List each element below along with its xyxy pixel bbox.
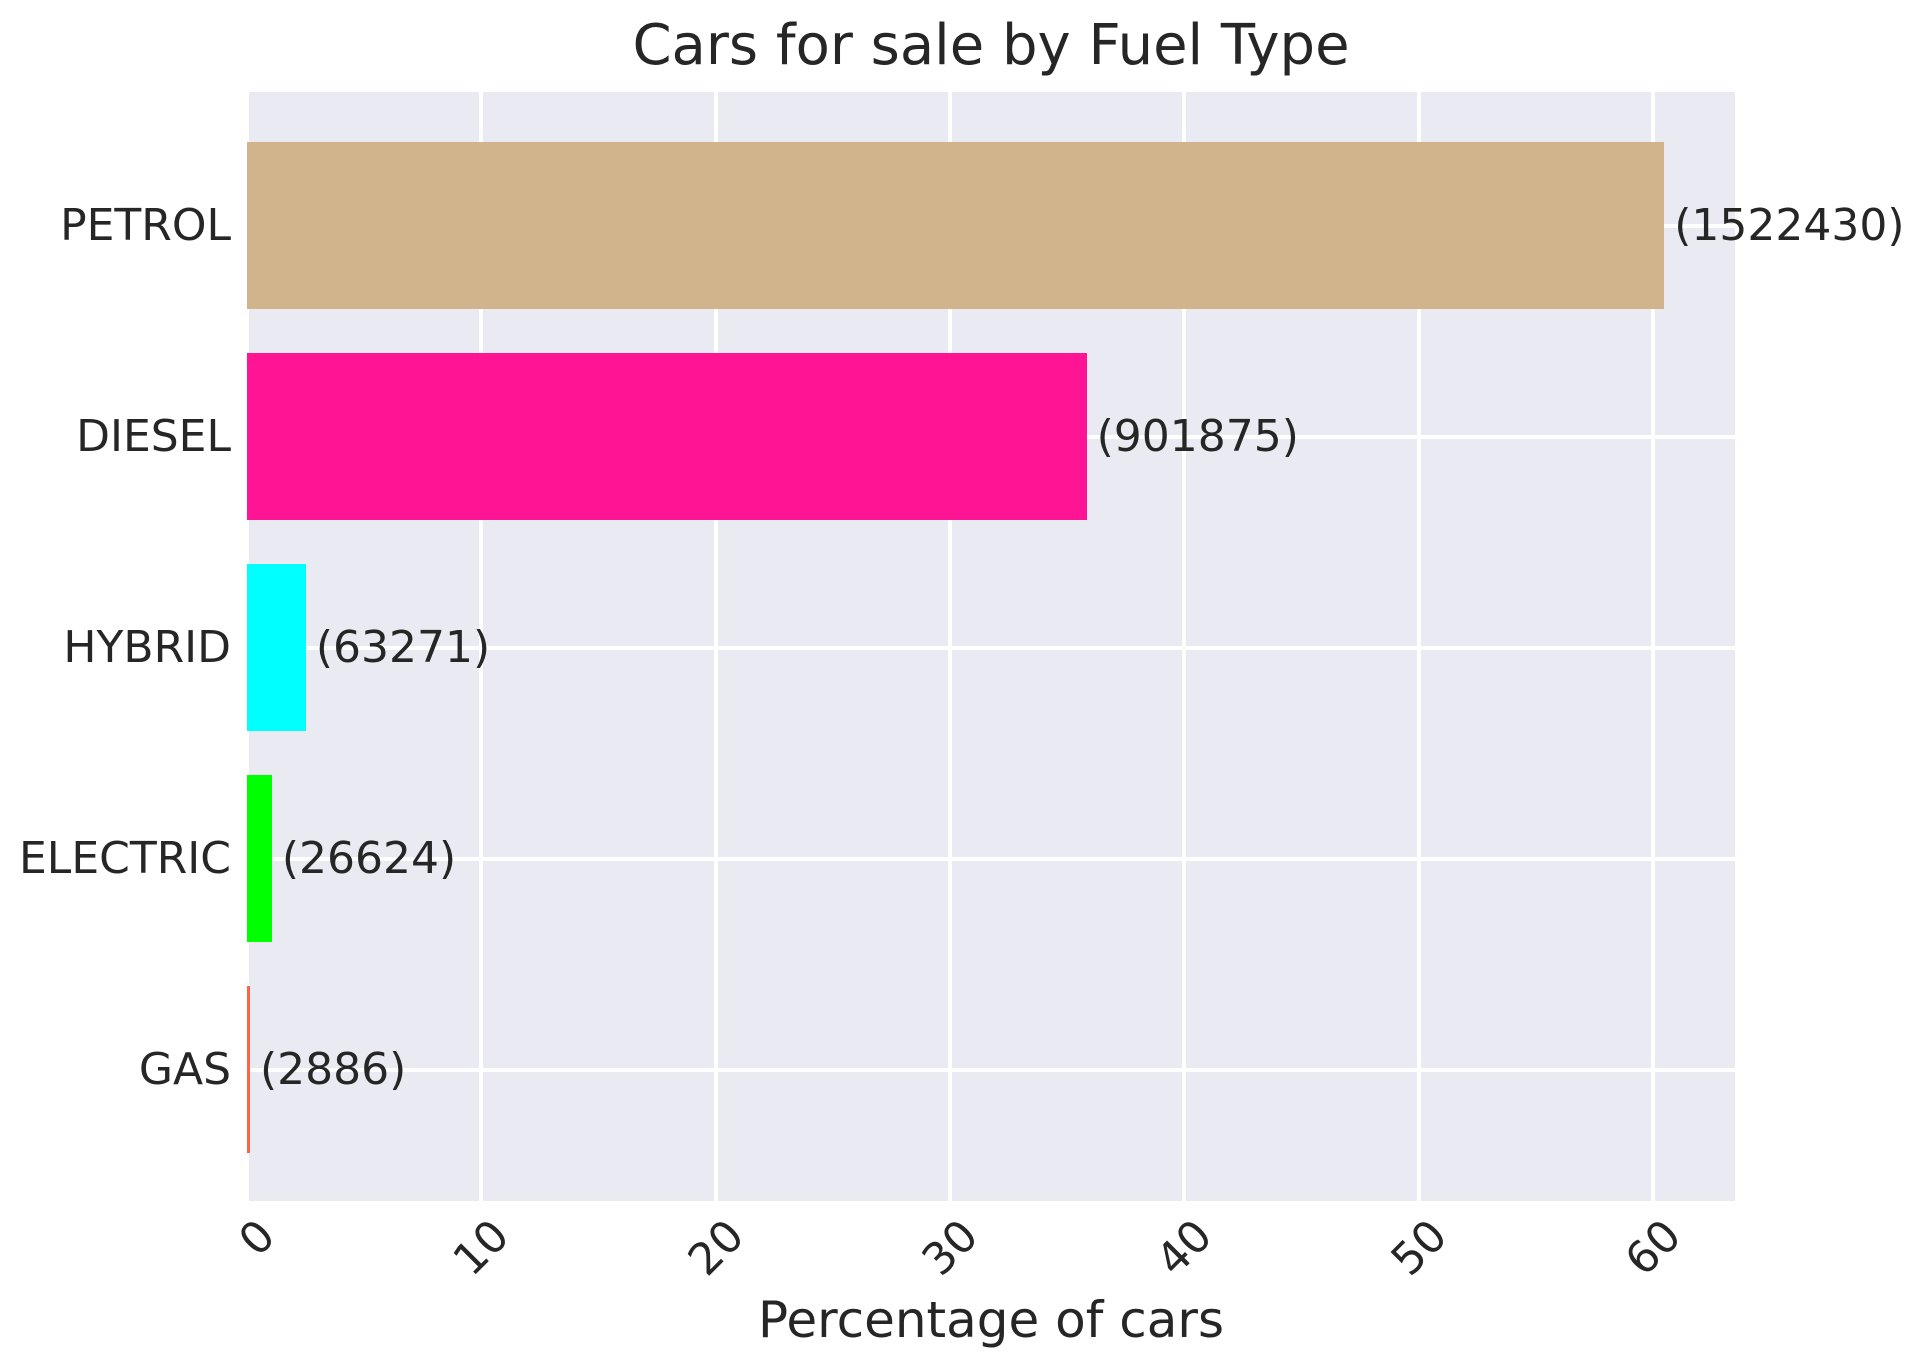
x-tick-label: 20 [678,1210,754,1286]
y-tick-label-electric: ELECTRIC [19,832,231,884]
chart-title: Cars for sale by Fuel Type [632,13,1350,78]
y-tick-label-gas: GAS [138,1043,231,1095]
bar-hybrid [247,564,306,731]
bar-value-annotation-petrol: (1522430) [1674,199,1905,251]
x-axis-label: Percentage of cars [758,1291,1224,1349]
x-tick-label: 60 [1615,1210,1692,1286]
x-tick-label: 10 [443,1210,520,1286]
bar-value-annotation-hybrid: (63271) [315,621,491,673]
bar-petrol [247,142,1665,309]
bar-value-annotation-electric: (26624) [281,832,457,884]
y-gridline [247,856,1735,861]
bar-diesel [247,353,1087,520]
x-tick-label: 0 [229,1210,286,1267]
bar-value-annotation-diesel: (901875) [1096,410,1299,462]
x-tick-label: 40 [1146,1210,1223,1286]
bar-gas [247,986,250,1153]
plot-area [247,92,1735,1201]
y-tick-label-petrol: PETROL [60,199,231,251]
y-tick-label-diesel: DIESEL [76,410,231,462]
x-tick-label: 30 [912,1210,989,1286]
bar-electric [247,775,272,942]
bar-value-annotation-gas: (2886) [260,1043,407,1095]
x-tick-label: 50 [1381,1210,1457,1286]
y-gridline [247,645,1735,650]
y-gridline [247,1067,1735,1072]
y-tick-label-hybrid: HYBRID [63,621,231,673]
